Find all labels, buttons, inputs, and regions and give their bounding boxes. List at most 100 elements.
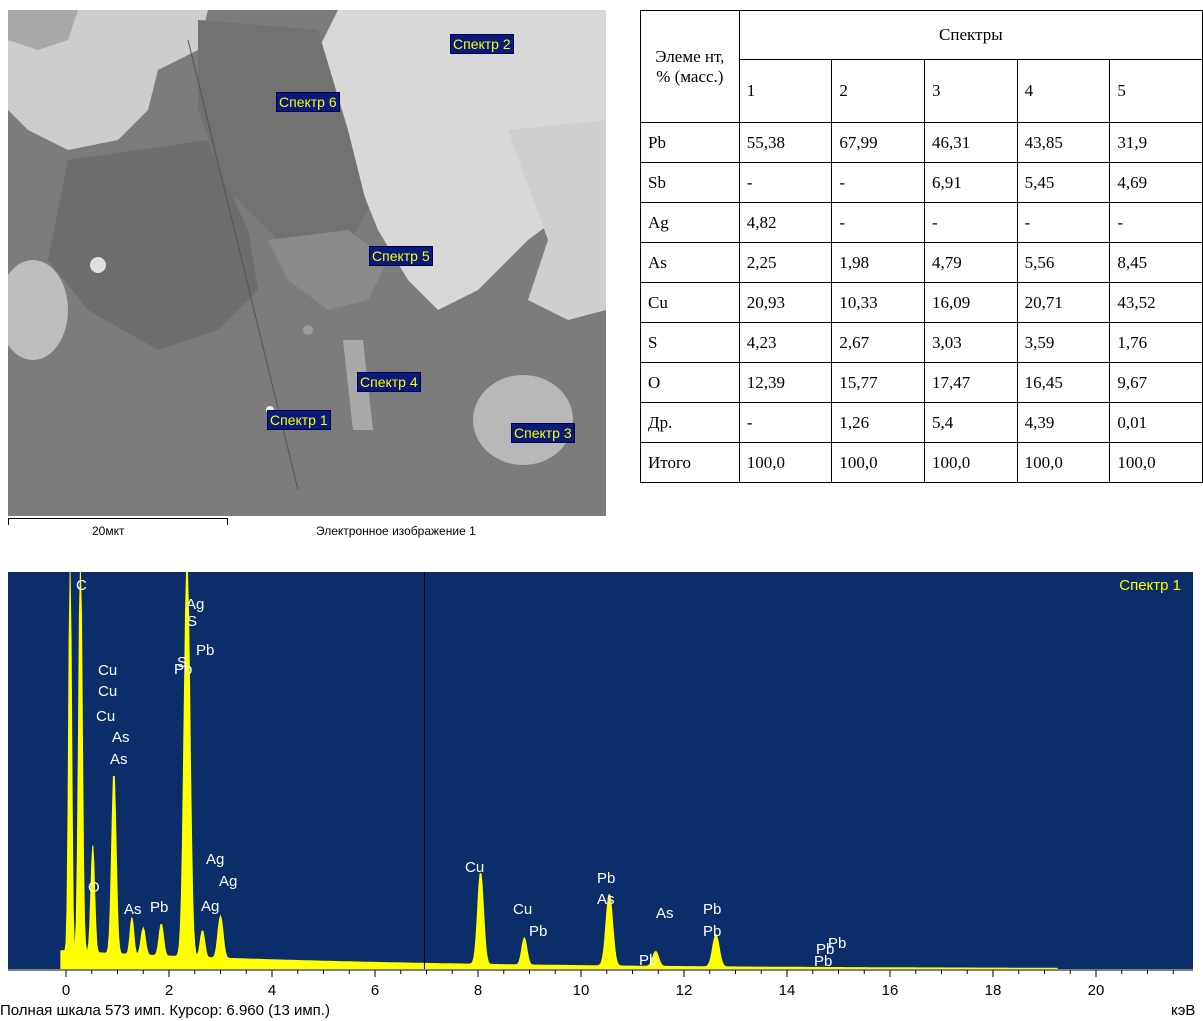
- peak-label: As: [597, 891, 615, 908]
- value-cell: 43,52: [1109, 282, 1203, 323]
- axis-tick-label: 6: [371, 982, 379, 999]
- value-cell: -: [738, 162, 833, 203]
- peak-label: Pb: [639, 952, 657, 969]
- peak-label: Pb: [816, 941, 834, 958]
- composition-table: Элеме нт, % (масс.) Спектры 1 2 3 4 5 Pb…: [640, 10, 1203, 483]
- value-cell: 5,56: [1016, 242, 1111, 283]
- value-cell: 31,9: [1109, 122, 1203, 163]
- value-cell: 17,47: [924, 362, 1018, 403]
- spectrum-number: 4: [1016, 59, 1111, 123]
- value-cell: 20,71: [1016, 282, 1111, 323]
- table-header-row: Элеме нт, % (масс.) Спектры: [640, 10, 1203, 123]
- table-row: Итого 100,0 100,0 100,0 100,0 100,0: [640, 442, 1203, 483]
- value-cell: -: [831, 202, 925, 243]
- peak-label: As: [110, 751, 128, 768]
- value-cell: 15,77: [831, 362, 925, 403]
- value-cell: 9,67: [1109, 362, 1203, 403]
- value-cell: 4,79: [924, 242, 1018, 283]
- status-readout: Полная шкала 573 имп. Курсор: 6.960 (13 …: [0, 1002, 330, 1019]
- value-cell: 2,25: [738, 242, 833, 283]
- value-cell: 43,85: [1016, 122, 1111, 163]
- spectrum-label-2[interactable]: Спектр 2: [450, 34, 514, 54]
- table-row: O 12,39 15,77 17,47 16,45 9,67: [640, 362, 1203, 403]
- value-cell: 4,82: [738, 202, 833, 243]
- peak-label: Ag: [219, 873, 237, 890]
- value-cell: 100,0: [831, 442, 925, 483]
- peak-label: As: [112, 729, 130, 746]
- element-cell: S: [640, 322, 740, 363]
- table-row: Ag 4,82- - - -: [640, 202, 1203, 243]
- peak-label: S: [177, 654, 187, 671]
- table-row: Pb 55,38 67,99 46,31 43,85 31,9: [640, 122, 1203, 163]
- value-cell: 4,23: [738, 322, 833, 363]
- element-cell: Sb: [640, 162, 740, 203]
- value-cell: 6,91: [924, 162, 1018, 203]
- peak-label: Ag: [206, 851, 224, 868]
- element-cell: Pb: [640, 122, 740, 163]
- peak-label: Cu: [513, 901, 532, 918]
- value-cell: 20,93: [738, 282, 833, 323]
- peak-label: O: [88, 879, 100, 896]
- table-row: Sb - -6,91 5,45 4,69: [640, 162, 1203, 203]
- peak-label: Cu: [98, 662, 117, 679]
- value-cell: 5,4: [924, 402, 1018, 443]
- spectrum-label-4[interactable]: Спектр 4: [357, 372, 421, 392]
- value-cell: 2,67: [831, 322, 925, 363]
- peak-label: Pb: [597, 870, 615, 887]
- spectrum-plot[interactable]: Спектр 1 C O Cu Cu Cu As As As Pb Ag S S Pb Pb Ag Ag Ag Cu…: [8, 571, 1193, 970]
- peak-label: Pb: [828, 935, 846, 952]
- value-cell: 1,98: [831, 242, 925, 283]
- energy-units: кэВ: [1171, 1002, 1196, 1019]
- value-cell: -: [831, 162, 925, 203]
- axis-tick-label: 18: [985, 982, 1002, 999]
- element-cell: As: [640, 242, 740, 283]
- table-row: Др. -1,26 5,4 4,39 0,01: [640, 402, 1203, 443]
- electron-image: Спектр 6 Спектр 2 Спектр 5 Спектр 4 Спек…: [8, 10, 606, 516]
- table-row: S 4,23 2,67 3,03 3,59 1,76: [640, 322, 1203, 363]
- peak-label: As: [656, 905, 674, 922]
- peak-label: Cu: [96, 708, 115, 725]
- axis-tick-label: 10: [573, 982, 590, 999]
- peak-label: Pb: [703, 923, 721, 940]
- spectrum-label-5[interactable]: Спектр 5: [369, 246, 433, 266]
- scale-bar: [8, 518, 228, 525]
- value-cell: 4,39: [1016, 402, 1111, 443]
- peak-label: Ag: [186, 596, 204, 613]
- value-cell: 55,38: [738, 122, 833, 163]
- value-cell: 3,03: [924, 322, 1018, 363]
- axis-tick-label: 0: [62, 982, 70, 999]
- value-cell: 16,09: [924, 282, 1018, 323]
- value-cell: 3,59: [1016, 322, 1111, 363]
- axis-tick-label: 8: [474, 982, 482, 999]
- value-cell: 1,26: [831, 402, 925, 443]
- spectrum-label-3[interactable]: Спектр 3: [511, 423, 575, 443]
- value-cell: -: [1016, 202, 1111, 243]
- value-cell: 10,33: [831, 282, 925, 323]
- axis-tick-label: 14: [779, 982, 796, 999]
- value-cell: 12,39: [738, 362, 833, 403]
- value-cell: 1,76: [1109, 322, 1203, 363]
- spectrum-trace: [60, 571, 1059, 970]
- peak-label: Pb: [150, 899, 168, 916]
- spectrum-label-6[interactable]: Спектр 6: [276, 92, 340, 112]
- energy-axis-graphic: 0 2 4 6 8 10 12 14 16 18 20: [8, 969, 1200, 999]
- spectrum-number: 2: [831, 59, 925, 123]
- value-cell: 8,45: [1109, 242, 1203, 283]
- peak-label: Pb: [814, 953, 832, 969]
- peak-label: Pb: [196, 642, 214, 659]
- element-cell: Итого: [640, 442, 740, 483]
- value-cell: 100,0: [924, 442, 1018, 483]
- spectra-header: Спектры: [738, 10, 1203, 60]
- value-cell: 16,45: [1016, 362, 1111, 403]
- spectrum-number-row: 1 2 3 4 5: [641, 59, 1203, 123]
- value-cell: 100,0: [1109, 442, 1203, 483]
- peak-label: C: [76, 577, 87, 594]
- value-cell: -: [738, 402, 833, 443]
- spectrum-label-1[interactable]: Спектр 1: [267, 410, 331, 430]
- peak-label: Ag: [201, 898, 219, 915]
- axis-tick-label: 20: [1088, 982, 1105, 999]
- image-caption: Электронное изображение 1: [316, 524, 476, 538]
- value-cell: 100,0: [738, 442, 833, 483]
- spectrum-title: Спектр 1: [1119, 577, 1181, 594]
